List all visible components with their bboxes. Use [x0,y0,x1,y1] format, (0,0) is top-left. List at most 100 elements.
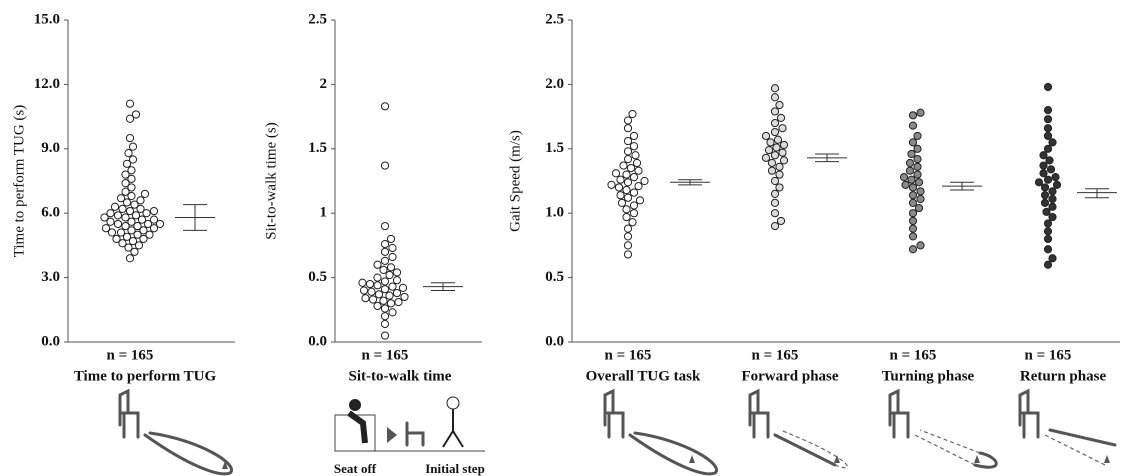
data-point [630,210,637,217]
data-point [150,216,157,223]
data-point [1040,152,1047,159]
n-label: n = 165 [752,347,799,363]
data-point [393,269,400,276]
data-point [381,248,388,255]
data-point [909,122,916,129]
data-point [776,163,783,170]
data-point [909,199,916,206]
data-point [126,207,133,214]
data-point [908,150,915,157]
data-point [771,199,778,206]
data-point [389,244,396,251]
data-point [1041,184,1048,191]
illustration-forward [750,391,847,468]
y-tick-label: 12.0 [34,76,60,92]
data-point [387,300,394,307]
y-axis-label: Sit-to-walk time (s) [263,122,279,239]
data-point [1040,162,1047,169]
data-point [771,152,778,159]
data-point [771,222,778,229]
data-point [779,149,786,156]
data-point [906,159,913,166]
data-point [374,302,381,309]
data-point [381,241,388,248]
data-point [381,278,388,285]
data-point [771,128,778,135]
data-point [909,112,916,119]
data-point [102,225,109,232]
data-point [381,332,388,339]
data-point [777,114,784,121]
illustration-turning [890,391,996,467]
data-point [629,219,636,226]
data-point [623,206,630,213]
data-point [624,251,631,258]
y-tick-label: 0.0 [308,333,327,349]
data-point [908,176,915,183]
data-point [617,192,624,199]
data-point [1044,228,1051,235]
data-point [117,195,124,202]
data-point [125,149,132,156]
data-point [776,171,783,178]
y-tick-label: 0.5 [545,269,564,285]
data-point [617,176,624,183]
data-point [629,110,636,117]
category-label: Overall TUG task [586,368,701,384]
data-point [1046,157,1053,164]
data-point [1053,181,1060,188]
data-point [137,197,144,204]
data-point [107,210,114,217]
data-point [624,242,631,249]
data-point [773,144,780,151]
data-point [1044,107,1051,114]
data-point [780,157,787,164]
data-point [129,156,136,163]
data-point [627,165,634,172]
data-point [776,101,783,108]
data-point [1044,220,1051,227]
data-point [915,204,922,211]
data-point [768,167,775,174]
y-tick-label: 2.5 [308,11,327,27]
data-point [909,139,916,146]
data-point [374,282,381,289]
data-point [1052,174,1059,181]
data-point [917,195,924,202]
data-point [401,293,408,300]
data-point [771,94,778,101]
data-point [771,108,778,115]
data-point [780,141,787,148]
data-point [389,309,396,316]
data-point [917,242,924,249]
data-point [915,179,922,186]
y-tick-label: 1.5 [545,140,564,156]
data-point [777,217,784,224]
data-point [771,177,778,184]
data-point [1044,132,1051,139]
data-point [630,174,637,181]
y-tick-label: 0.0 [41,333,60,349]
y-tick-label: 1 [320,205,328,221]
data-point [632,152,639,159]
data-point [114,220,121,227]
y-tick-label: 0.5 [308,269,327,285]
n-label: n = 165 [107,347,154,363]
data-point [909,192,916,199]
data-point [917,188,924,195]
illustration-overall [605,391,717,474]
data-point [141,190,148,197]
category-label: Sit-to-walk time [349,368,452,384]
data-point [129,143,136,150]
data-point [1044,116,1051,123]
data-point [366,280,373,287]
category-label: Time to perform TUG [74,368,217,384]
data-point [393,277,400,284]
data-point [393,289,400,296]
data-point [914,163,921,170]
data-point [386,292,393,299]
data-point [113,235,120,242]
data-point [771,85,778,92]
data-point [387,264,394,271]
data-point [624,194,631,201]
